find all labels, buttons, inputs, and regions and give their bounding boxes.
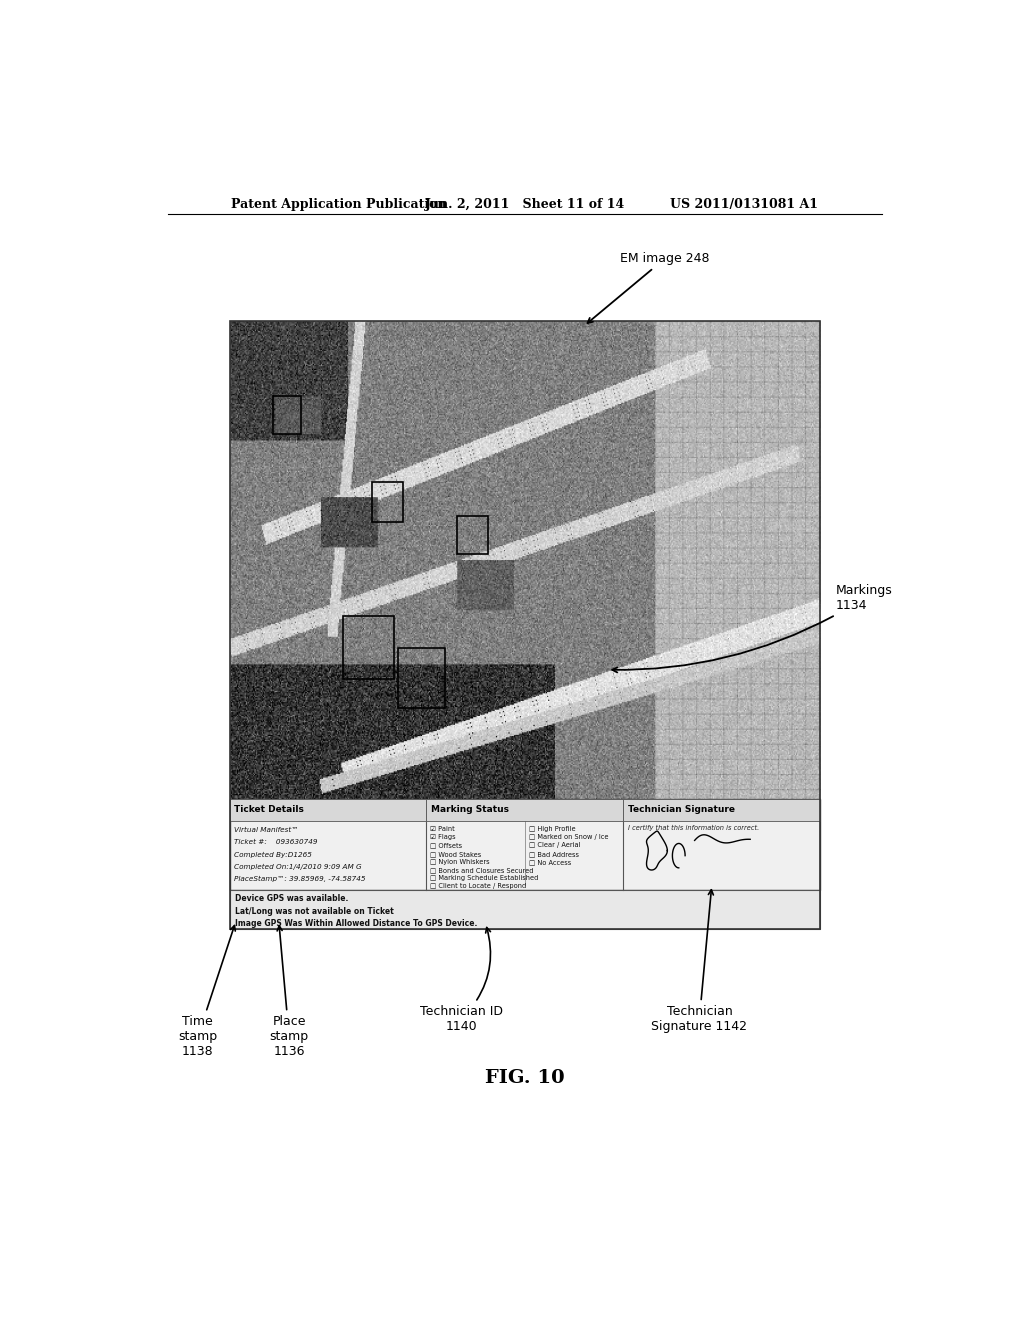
Text: FIG. 10: FIG. 10 [485,1069,564,1088]
Text: Place
stamp
1136: Place stamp 1136 [269,925,308,1059]
Text: Virtual Manifest™: Virtual Manifest™ [234,828,299,833]
Text: □ Nylon Whiskers: □ Nylon Whiskers [430,859,490,865]
Text: □ Offsets: □ Offsets [430,842,463,849]
Text: □ Bad Address: □ Bad Address [528,850,579,857]
Text: □ Bonds and Closures Secured: □ Bonds and Closures Secured [430,867,534,873]
Text: □ High Profile: □ High Profile [528,826,575,832]
Bar [229,321,820,929]
Text: Technician ID
1140: Technician ID 1140 [420,928,503,1034]
Text: □ No Access: □ No Access [528,859,571,865]
Bar [624,799,820,821]
Text: □ Wood Stakes: □ Wood Stakes [430,850,481,857]
Text: Technician
Signature 1142: Technician Signature 1142 [651,890,748,1034]
Text: Markings
1134: Markings 1134 [612,583,893,672]
Text: Device GPS was available.
Lat/Long was not available on Ticket
Image GPS Was Wit: Device GPS was available. Lat/Long was n… [236,894,477,928]
Text: I certify that this information is correct.: I certify that this information is corre… [628,825,759,832]
Text: EM image 248: EM image 248 [588,252,710,323]
Bar [229,890,820,929]
Text: Patent Application Publication: Patent Application Publication [231,198,446,211]
Bar [229,799,426,821]
Text: PlaceStamp™: 39.85969, -74.58745: PlaceStamp™: 39.85969, -74.58745 [234,876,366,882]
Text: Ticket Details: Ticket Details [234,805,304,814]
Text: Marking Status: Marking Status [431,805,509,814]
Bar [229,799,820,890]
Text: Ticket #:    093630749: Ticket #: 093630749 [234,840,317,845]
Text: Time
stamp
1138: Time stamp 1138 [178,925,236,1059]
Text: ☑ Flags: ☑ Flags [430,834,456,841]
Bar [229,799,820,890]
Text: Technician Signature: Technician Signature [628,805,735,814]
Text: □ Marking Schedule Established: □ Marking Schedule Established [430,875,539,880]
Bar [426,799,624,821]
Text: Jun. 2, 2011   Sheet 11 of 14: Jun. 2, 2011 Sheet 11 of 14 [425,198,625,211]
Text: □ Client to Locate / Respond: □ Client to Locate / Respond [430,883,526,890]
Text: □ Clear / Aerial: □ Clear / Aerial [528,842,581,849]
Text: □ Marked on Snow / Ice: □ Marked on Snow / Ice [528,834,608,841]
Text: Completed On:1/4/2010 9:09 AM G: Completed On:1/4/2010 9:09 AM G [234,863,361,870]
Text: Completed By:D1265: Completed By:D1265 [234,851,312,858]
Text: US 2011/0131081 A1: US 2011/0131081 A1 [671,198,818,211]
Text: ☑ Paint: ☑ Paint [430,826,455,832]
